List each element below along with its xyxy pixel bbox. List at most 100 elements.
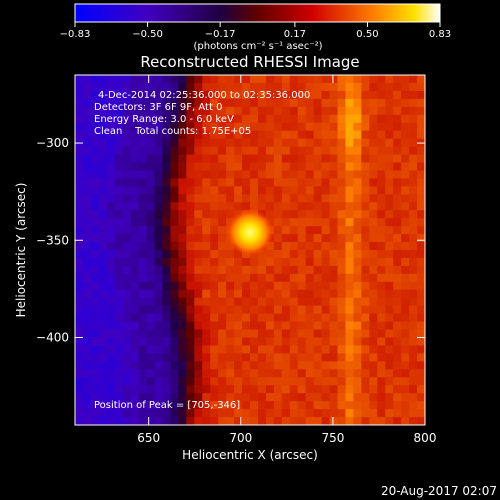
- heatmap-cell: [417, 106, 425, 116]
- heatmap-cell: [353, 242, 362, 251]
- heatmap-cell: [186, 329, 195, 339]
- heatmap-cell: [385, 202, 394, 211]
- heatmap-cell: [297, 138, 307, 148]
- heatmap-cell: [138, 401, 148, 410]
- heatmap-cell: [401, 313, 410, 323]
- heatmap-cell: [313, 146, 323, 156]
- heatmap-cell: [329, 305, 339, 315]
- heatmap-cell: [218, 122, 227, 132]
- heatmap-cell: [409, 242, 418, 251]
- heatmap-cell: [257, 305, 267, 315]
- heatmap-cell: [329, 202, 339, 211]
- heatmap-cell: [361, 122, 370, 132]
- colorbar-ticks: −0.83 −0.50 −0.17 0.17 0.50 0.83: [60, 22, 451, 40]
- heatmap-cell: [273, 265, 283, 275]
- heatmap-cell: [329, 218, 339, 227]
- heatmap-cell: [82, 401, 92, 410]
- heatmap-cell: [210, 82, 219, 92]
- heatmap-cell: [98, 106, 108, 116]
- heatmap-cell: [106, 250, 116, 259]
- heatmap-cell: [377, 305, 386, 315]
- heatmap-cell: [226, 313, 235, 323]
- heatmap-cell: [234, 186, 243, 195]
- heatmap-cell: [369, 138, 378, 148]
- heatmap-cell: [417, 393, 425, 402]
- heatmap-cell: [257, 337, 267, 347]
- heatmap-cell: [401, 186, 410, 195]
- heatmap-cell: [242, 154, 251, 164]
- heatmap-cell: [130, 178, 140, 187]
- heatmap-cell: [202, 281, 211, 291]
- heatmap-cell: [393, 194, 402, 203]
- heatmap-cell: [401, 75, 410, 84]
- colorbar-tick-label: −0.50: [132, 29, 163, 40]
- heatmap-cell: [313, 417, 323, 425]
- heatmap-cell: [234, 106, 243, 116]
- heatmap-cell: [393, 170, 402, 179]
- heatmap-cell: [186, 313, 195, 323]
- heatmap-cell: [242, 98, 251, 108]
- heatmap-cell: [273, 106, 283, 116]
- heatmap-cell: [106, 393, 116, 402]
- heatmap-cell: [369, 385, 378, 394]
- heatmap-cell: [250, 90, 259, 100]
- heatmap-cell: [409, 90, 418, 100]
- heatmap-cell: [313, 202, 323, 211]
- heatmap-cell: [234, 250, 243, 259]
- heatmap-cell: [305, 297, 315, 307]
- heatmap-cell: [218, 401, 227, 410]
- heatmap-cell: [146, 90, 156, 100]
- heatmap-cell: [250, 273, 259, 283]
- heatmap-cell: [122, 170, 132, 179]
- heatmap-cell: [130, 154, 140, 164]
- heatmap-cell: [130, 393, 140, 402]
- heatmap-cell: [250, 265, 259, 275]
- heatmap-cell: [385, 178, 394, 187]
- heatmap-cell: [321, 361, 331, 370]
- heatmap-cell: [273, 401, 283, 410]
- heatmap-cell: [297, 202, 307, 211]
- heatmap-cell: [202, 409, 211, 418]
- heatmap-cell: [98, 210, 108, 219]
- heatmap-cell: [345, 353, 354, 362]
- heatmap-cell: [385, 329, 394, 339]
- heatmap-cell: [90, 385, 100, 394]
- heatmap-cell: [250, 313, 259, 323]
- heatmap-cell: [162, 106, 172, 116]
- heatmap-cell: [257, 409, 267, 418]
- heatmap-cell: [385, 273, 394, 283]
- heatmap-cell: [170, 162, 179, 172]
- heatmap-cell: [361, 377, 370, 386]
- heatmap-cell: [297, 265, 307, 275]
- heatmap-cell: [130, 369, 140, 378]
- heatmap-cell: [353, 178, 362, 187]
- heatmap-cell: [98, 130, 108, 140]
- heatmap-cell: [321, 146, 331, 156]
- heatmap-cell: [98, 218, 108, 227]
- heatmap-cell: [273, 361, 283, 370]
- heatmap-cell: [122, 417, 132, 425]
- heatmap-cell: [130, 98, 140, 108]
- heatmap-cell: [162, 90, 172, 100]
- heatmap-cell: [186, 273, 195, 283]
- heatmap-cell: [202, 289, 211, 299]
- heatmap-cell: [321, 82, 331, 92]
- heatmap-cell: [337, 305, 347, 315]
- heatmap-cell: [281, 210, 291, 219]
- heatmap-cell: [353, 162, 362, 172]
- heatmap-cell: [257, 162, 267, 172]
- heatmap-cell: [361, 138, 370, 148]
- heatmap-cell: [257, 281, 267, 291]
- heatmap-cell: [75, 313, 84, 323]
- heatmap-cell: [281, 154, 291, 164]
- heatmap-cell: [289, 393, 299, 402]
- heatmap-cell: [82, 234, 92, 243]
- heatmap-cell: [210, 162, 219, 172]
- heatmap-cell: [226, 305, 235, 315]
- heatmap-cell: [154, 250, 164, 259]
- heatmap-cell: [361, 75, 370, 84]
- heatmap-cell: [321, 385, 331, 394]
- heatmap-cell: [297, 82, 307, 92]
- heatmap-cell: [75, 337, 84, 347]
- heatmap-cell: [154, 345, 164, 354]
